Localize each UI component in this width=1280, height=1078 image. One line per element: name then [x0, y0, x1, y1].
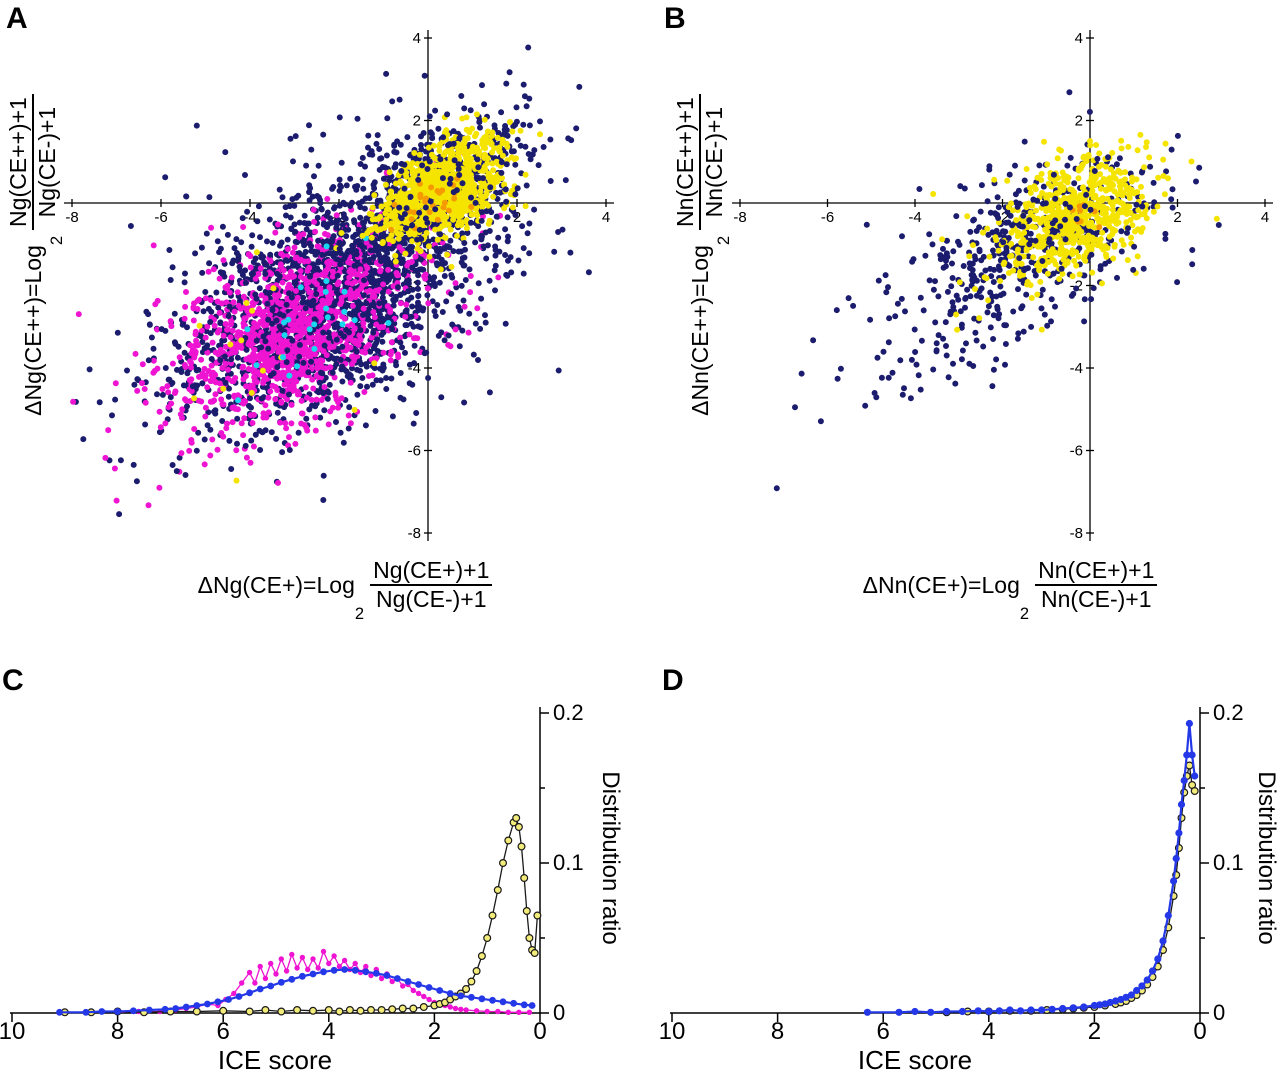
tick-label: 0.2: [553, 700, 584, 725]
axes: [10, 707, 549, 1022]
tick-label: 2: [413, 113, 421, 130]
tick-label: -8: [65, 209, 78, 226]
tick-label: 6: [217, 1018, 230, 1045]
scatter-points-magenta-main: [70, 150, 504, 509]
series-markers-blue: [863, 719, 1199, 1016]
tick-label: 0.2: [1213, 700, 1244, 725]
panel-label-a: A: [6, 2, 28, 35]
tick-label: -8: [1070, 525, 1083, 542]
scatter-points-yellow-main: [964, 131, 1220, 333]
tick-label: -6: [408, 443, 421, 460]
formula-prefix: ΔNg(CE++)=Log: [19, 245, 46, 416]
panel-d-distribution-plot: 10 8 6 4 2 00 0.1 0.2: [659, 700, 1244, 1045]
panel-b-y-axis-label: ΔNn(CE++)=Log 2 Nn(CE++)+1 Nn(CE-)+1: [670, 40, 733, 470]
formula-prefix: ΔNn(CE+)=Log: [862, 571, 1020, 598]
tick-label: -6: [1070, 443, 1083, 460]
tick-label: -4: [1070, 360, 1083, 377]
formula-subscript: 2: [354, 604, 365, 623]
scatter-points-orange-few: [1069, 202, 1103, 231]
fraction-denominator: Nn(CE-)+1: [701, 106, 727, 218]
formula-prefix: ΔNn(CE++)=Log: [686, 245, 713, 416]
series-line-yellow-open-circles: [946, 765, 1196, 1013]
fraction-denominator: Ng(CE-)+1: [375, 586, 487, 612]
panel-c-x-axis-title: ICE score: [217, 1044, 333, 1075]
formula-fraction: Ng(CE+)+1 Ng(CE-)+1: [370, 557, 493, 613]
tick-label: 10: [659, 1018, 686, 1045]
tick-label: 0: [1213, 1000, 1225, 1025]
tick-label: 0: [553, 1000, 565, 1025]
tick-labels: 10 8 6 4 2 00 0.1 0.2: [0, 700, 584, 1045]
fraction-numerator: Nn(CE++)+1: [671, 94, 701, 230]
panel-label-d: D: [662, 664, 684, 697]
tick-label: 2: [428, 1018, 441, 1045]
axes: [670, 707, 1209, 1022]
panel-label-b: B: [664, 2, 686, 35]
formula-fraction: Ng(CE++)+1 Ng(CE-)+1: [4, 94, 61, 230]
formula-subscript: 2: [714, 235, 733, 246]
fraction-denominator: Nn(CE-)+1: [1040, 586, 1152, 612]
formula-subscript: 2: [47, 235, 66, 246]
scatter-points-navy-wide: [773, 89, 1222, 492]
tick-label: 0.1: [553, 850, 584, 875]
tick-label: 4: [1075, 30, 1083, 47]
tick-label: 4: [602, 209, 610, 226]
series-line-yellow-open-circles: [64, 816, 539, 1013]
tick-label: -4: [908, 209, 921, 226]
tick-label: -6: [821, 209, 834, 226]
scatter-points-navy-top-sprinkle: [947, 108, 1175, 318]
fraction-numerator: Nn(CE+)+1: [1035, 557, 1158, 586]
tick-label: 0: [1193, 1018, 1206, 1045]
fraction-numerator: Ng(CE++)+1: [4, 94, 34, 230]
tick-label: 4: [1261, 209, 1269, 226]
panel-a-y-axis-label: ΔNg(CE++)=Log 2 Ng(CE++)+1 Ng(CE-)+1: [3, 40, 66, 470]
tick-label: 4: [322, 1018, 335, 1045]
tick-label: -8: [733, 209, 746, 226]
tick-label: 6: [877, 1018, 890, 1045]
tick-label: 10: [0, 1018, 25, 1045]
formula-fraction: Nn(CE+)+1 Nn(CE-)+1: [1035, 557, 1158, 613]
tick-label: -6: [154, 209, 167, 226]
panel-label-c: C: [2, 664, 24, 697]
tick-label: 0.1: [1213, 850, 1244, 875]
tick-label: 4: [982, 1018, 995, 1045]
panel-b-x-axis-label: ΔNn(CE+)=Log 2 Nn(CE+)+1 Nn(CE-)+1: [795, 550, 1225, 623]
tick-label: 8: [111, 1018, 124, 1045]
series-markers-magenta: [114, 948, 533, 1015]
series-markers-yellow-open-circles: [60, 814, 542, 1017]
tick-label: 8: [771, 1018, 784, 1045]
tick-label: 4: [413, 30, 421, 47]
panel-a-x-axis-label: ΔNg(CE+)=Log 2 Ng(CE+)+1 Ng(CE-)+1: [130, 550, 560, 623]
panel-a-scatter-plot: -8-6-4-202442-2-4-6-8: [64, 30, 614, 542]
series-line-blue: [867, 723, 1196, 1014]
tick-label: 2: [1075, 113, 1083, 130]
formula-prefix: ΔNg(CE+)=Log: [197, 571, 355, 598]
panel-c-distribution-plot: 10 8 6 4 2 00 0.1 0.2: [0, 700, 584, 1045]
panel-d-x-axis-title: ICE score: [857, 1044, 973, 1075]
panel-b-scatter-plot: -8-6-4-202442-2-4-6-8: [732, 30, 1273, 542]
tick-label: 2: [1088, 1018, 1101, 1045]
formula-fraction: Nn(CE++)+1 Nn(CE-)+1: [671, 94, 728, 230]
series-markers-yellow-open-circles: [942, 761, 1199, 1017]
formula-subscript: 2: [1019, 604, 1030, 623]
tick-label: -8: [408, 525, 421, 542]
panel-c-y-axis-title: Distribution ratio: [597, 771, 624, 945]
series-markers-blue: [56, 966, 536, 1016]
tick-label: 2: [1173, 209, 1181, 226]
panel-d-y-axis-title: Distribution ratio: [1253, 771, 1280, 945]
tick-labels: 10 8 6 4 2 00 0.1 0.2: [659, 700, 1244, 1045]
fraction-numerator: Ng(CE+)+1: [370, 557, 493, 586]
tick-label: 0: [533, 1018, 546, 1045]
scatter-points-navy-mid-sprinkle: [145, 135, 574, 475]
scatter-points-navy-wide: [86, 44, 592, 518]
fraction-denominator: Ng(CE-)+1: [34, 106, 60, 218]
